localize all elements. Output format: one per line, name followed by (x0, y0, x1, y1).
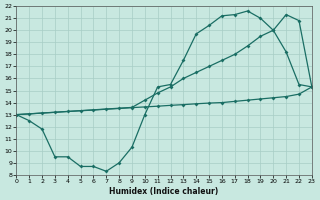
X-axis label: Humidex (Indice chaleur): Humidex (Indice chaleur) (109, 187, 219, 196)
